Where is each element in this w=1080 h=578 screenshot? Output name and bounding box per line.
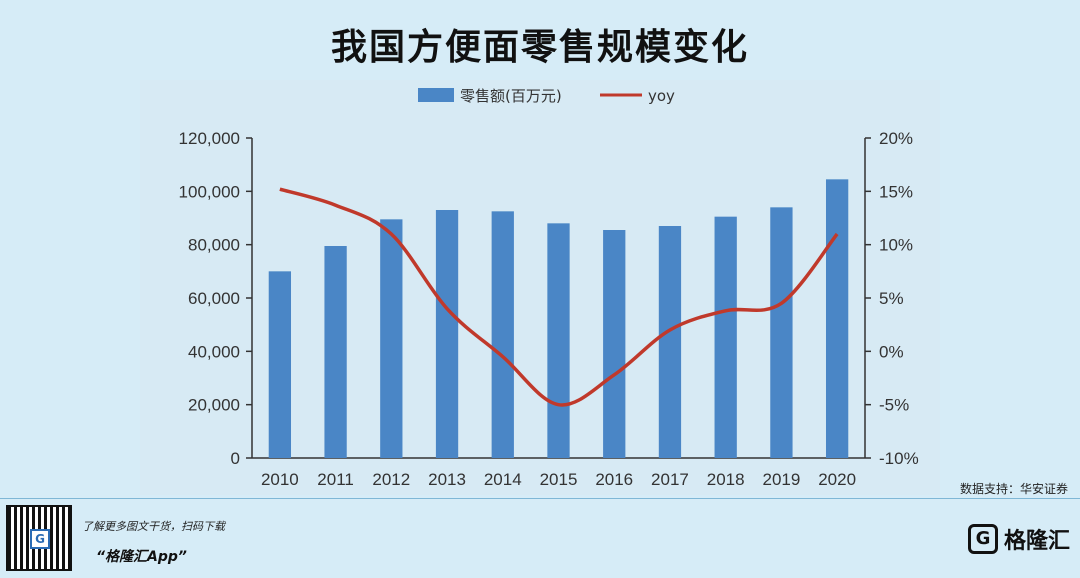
bar xyxy=(380,219,403,458)
x-tick-label: 2016 xyxy=(595,470,633,489)
footer-divider xyxy=(0,498,1080,499)
left-tick-label: 0 xyxy=(231,449,240,468)
x-tick-label: 2018 xyxy=(707,470,745,489)
bar xyxy=(770,207,793,458)
chart-panel: 0 20,000 40,000 60,000 80,000 100,000 120,000 -… xyxy=(140,80,940,495)
yoy-line xyxy=(279,187,839,407)
right-tick-label: 0% xyxy=(879,342,904,361)
left-tick-label: 60,000 xyxy=(188,289,240,308)
x-tick-label: 2011 xyxy=(317,470,354,489)
x-tick-label: 2020 xyxy=(818,470,856,489)
x-tick-label: 2019 xyxy=(762,470,800,489)
right-tick-label: 10% xyxy=(879,236,913,255)
x-tick-label: 2014 xyxy=(484,470,522,489)
logo-text: 格隆汇 xyxy=(1003,529,1070,554)
left-tick-label: 120,000 xyxy=(179,129,240,148)
bar xyxy=(714,216,737,458)
x-tick-label: 2015 xyxy=(540,470,578,489)
right-tick-label: 5% xyxy=(879,289,904,308)
x-tick-label: 2010 xyxy=(261,470,299,489)
qr-code-icon: G xyxy=(6,505,72,571)
right-tick-label: 15% xyxy=(879,182,913,201)
chart-title: 我国方便面零售规模变化 xyxy=(330,27,749,68)
bar xyxy=(825,179,849,458)
x-tick-label: 2013 xyxy=(428,470,466,489)
bar xyxy=(324,246,347,458)
source-note: 数据支持：华安证券 xyxy=(959,482,1068,496)
logo-icon: G xyxy=(967,524,998,554)
qr-logo-icon: G xyxy=(30,529,50,549)
bar xyxy=(435,210,459,458)
right-tick-label: -5% xyxy=(879,396,909,415)
left-tick-label: 20,000 xyxy=(188,396,240,415)
legend-line-label: yoy xyxy=(648,87,675,105)
left-tick-label: 100,000 xyxy=(179,182,240,201)
left-tick-label: 80,000 xyxy=(188,236,240,255)
bar xyxy=(658,226,682,458)
brand-logo: G 格隆汇 xyxy=(967,522,1070,556)
right-tick-label: -10% xyxy=(879,449,919,468)
left-tick-label: 40,000 xyxy=(188,342,240,361)
legend-bar-label: 零售额(百万元) xyxy=(460,87,562,105)
legend-bar-swatch xyxy=(418,88,454,102)
right-tick-label: 20% xyxy=(879,129,913,148)
x-tick-label: 2017 xyxy=(651,470,689,489)
x-tick-label: 2012 xyxy=(372,470,410,489)
bar xyxy=(603,230,626,458)
bar xyxy=(547,223,570,458)
bar xyxy=(268,271,292,458)
bar xyxy=(491,211,514,458)
footer-promo-text: 了解更多图文干货，扫码下载 xyxy=(82,520,225,533)
footer-app-name: “格隆汇App” xyxy=(96,549,187,565)
chart-svg: 0 20,000 40,000 60,000 80,000 100,000 120,000 -… xyxy=(179,87,919,489)
